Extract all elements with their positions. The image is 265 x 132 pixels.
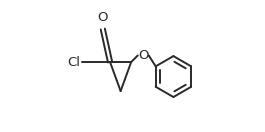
Text: Cl: Cl (67, 56, 80, 69)
Text: O: O (139, 49, 149, 62)
Text: O: O (97, 11, 107, 24)
